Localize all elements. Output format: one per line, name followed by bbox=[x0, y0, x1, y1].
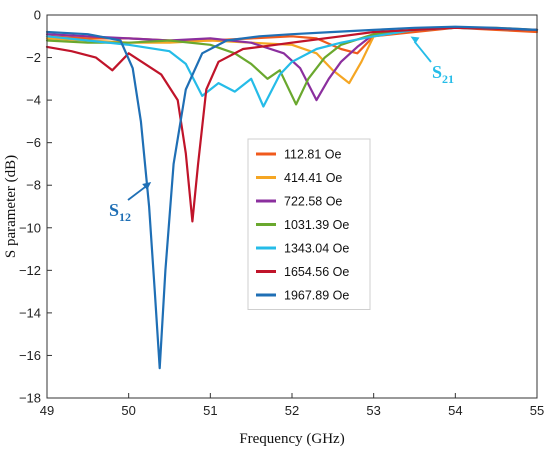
y-tick-label: −16 bbox=[19, 348, 41, 363]
annotation-s12-subscript: 12 bbox=[119, 210, 131, 224]
y-tick-label: −18 bbox=[19, 391, 41, 406]
legend-label: 1031.39 Oe bbox=[284, 218, 349, 232]
series-line-7 bbox=[45, 25, 539, 370]
y-tick-label: −6 bbox=[26, 135, 41, 150]
x-axis-label: Frequency (GHz) bbox=[239, 431, 344, 447]
x-tick-label: 50 bbox=[121, 403, 135, 418]
legend-label: 1343.04 Oe bbox=[284, 242, 349, 256]
annotation-s21: S21 bbox=[432, 62, 454, 86]
annotation-s21-subscript: 21 bbox=[442, 72, 454, 86]
y-tick-label: −2 bbox=[26, 50, 41, 65]
y-tick-label: −14 bbox=[19, 305, 41, 320]
x-tick-label: 54 bbox=[448, 403, 462, 418]
legend-label: 1967.89 Oe bbox=[284, 289, 349, 303]
legend-label: 414.41 Oe bbox=[284, 171, 342, 185]
x-tick-label: 53 bbox=[366, 403, 380, 418]
x-tick-label: 52 bbox=[285, 403, 299, 418]
series-line-5 bbox=[45, 26, 539, 108]
series-line-4 bbox=[45, 26, 539, 106]
y-tick-label: −10 bbox=[19, 220, 41, 235]
series-line-6 bbox=[45, 26, 539, 223]
y-tick-label: −4 bbox=[26, 93, 41, 108]
x-tick-label: 55 bbox=[530, 403, 544, 418]
plot-lines bbox=[45, 25, 539, 370]
annotation-s21-arrow bbox=[413, 40, 432, 63]
y-tick-label: −12 bbox=[19, 263, 41, 278]
legend-label: 722.58 Oe bbox=[284, 195, 342, 209]
legend-label: 1654.56 Oe bbox=[284, 265, 349, 279]
legend: 112.81 Oe 414.41 Oe 722.58 Oe 1031.39 Oe 134… bbox=[247, 138, 371, 310]
annotation-s12-arrowhead bbox=[142, 181, 152, 190]
series-line-3 bbox=[45, 26, 539, 102]
axis-ticks: 49 50 51 52 53 54 55 0 −2 −4 −6 −8 −10 −12 −14 −16 −18 bbox=[19, 8, 544, 419]
y-axis-label: S parameter (dB) bbox=[3, 155, 19, 258]
y-tick-label: 0 bbox=[34, 8, 41, 23]
y-tick-label: −8 bbox=[26, 178, 41, 193]
x-tick-label: 49 bbox=[40, 403, 54, 418]
annotation-s12: S12 bbox=[109, 200, 131, 224]
x-tick-label: 51 bbox=[203, 403, 217, 418]
legend-label: 112.81 Oe bbox=[284, 148, 342, 162]
annotation-s21-arrowhead bbox=[410, 36, 420, 44]
